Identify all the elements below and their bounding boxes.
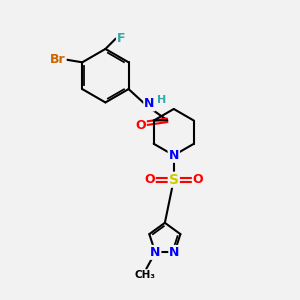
Text: CH₃: CH₃ [134, 270, 155, 280]
Text: Br: Br [50, 53, 66, 66]
Text: O: O [135, 119, 146, 132]
Text: H: H [157, 95, 167, 105]
Text: N: N [144, 98, 154, 110]
Text: N: N [169, 246, 180, 259]
Text: N: N [169, 149, 179, 162]
Text: F: F [117, 32, 125, 45]
Text: S: S [169, 173, 179, 187]
Text: O: O [144, 172, 155, 186]
Text: N: N [150, 246, 160, 259]
Text: O: O [193, 172, 203, 186]
